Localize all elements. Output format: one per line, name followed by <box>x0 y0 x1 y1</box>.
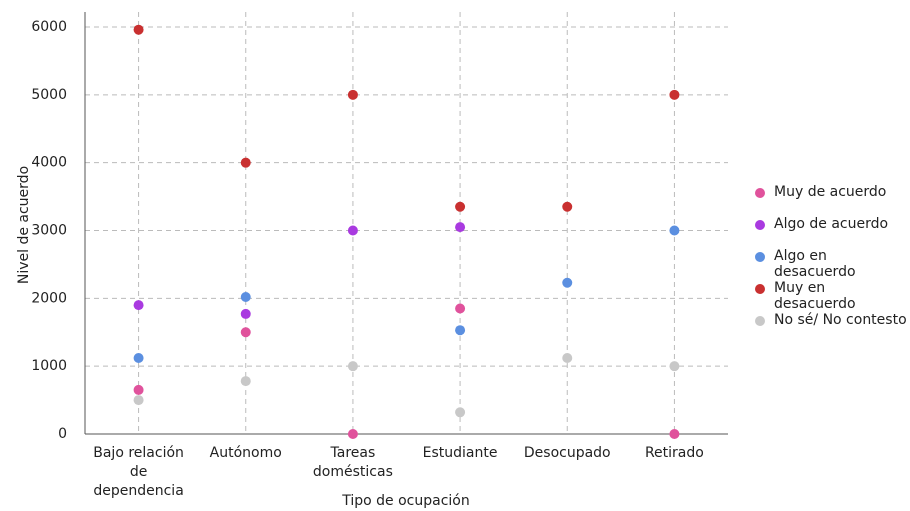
data-point <box>455 325 466 336</box>
legend-label: Muy de acuerdo <box>774 184 887 200</box>
legend-marker <box>755 188 765 198</box>
x-tick-label: Estudiante <box>422 445 498 461</box>
legend-label: Algo en desacuerdo <box>774 248 856 280</box>
y-axis-label: Nivel de acuerdo <box>16 166 32 284</box>
y-tick-label: 0 <box>58 426 67 442</box>
x-tick-label: Desocupado <box>523 445 611 461</box>
x-tick-label: Tareas domésticas <box>312 445 393 480</box>
data-point <box>562 277 573 288</box>
x-axis-label: Tipo de ocupación <box>341 493 470 509</box>
data-point <box>562 201 573 212</box>
data-point <box>669 361 680 372</box>
legend-marker <box>755 284 765 294</box>
data-point <box>669 225 680 236</box>
data-point <box>240 327 251 338</box>
legend-marker <box>755 220 765 230</box>
data-point <box>347 225 358 236</box>
data-point <box>455 303 466 314</box>
y-tick-label: 5000 <box>31 87 67 103</box>
data-point <box>347 429 358 439</box>
legend-label: Muy en desacuerdo <box>774 280 856 312</box>
data-point <box>240 291 251 302</box>
legend-label: Algo de acuerdo <box>774 216 889 232</box>
data-point <box>133 353 144 364</box>
y-tick-label: 3000 <box>31 223 67 239</box>
x-tick-label: Autónomo <box>209 445 282 461</box>
data-point <box>455 222 466 233</box>
data-point <box>240 376 251 387</box>
data-point <box>669 89 680 100</box>
data-point <box>347 361 358 372</box>
y-tick-label: 1000 <box>31 358 67 374</box>
x-tick-label: Retirado <box>644 445 704 461</box>
legend-marker <box>755 252 765 262</box>
data-point <box>240 308 251 319</box>
data-point <box>240 157 251 168</box>
legend-label: No sé/ No contesto <box>774 312 907 328</box>
data-point <box>455 201 466 212</box>
data-point <box>669 429 680 439</box>
legend-marker <box>755 316 765 326</box>
data-point <box>133 300 144 311</box>
data-point <box>347 89 358 100</box>
y-tick-label: 6000 <box>31 19 67 35</box>
data-point <box>133 384 144 395</box>
data-point <box>562 353 573 364</box>
data-point <box>133 395 144 406</box>
y-tick-label: 4000 <box>31 155 67 171</box>
data-point <box>455 407 466 418</box>
y-tick-label: 2000 <box>31 290 67 306</box>
x-tick-label: Bajo relación de dependencia <box>93 445 184 499</box>
data-point <box>133 24 144 35</box>
